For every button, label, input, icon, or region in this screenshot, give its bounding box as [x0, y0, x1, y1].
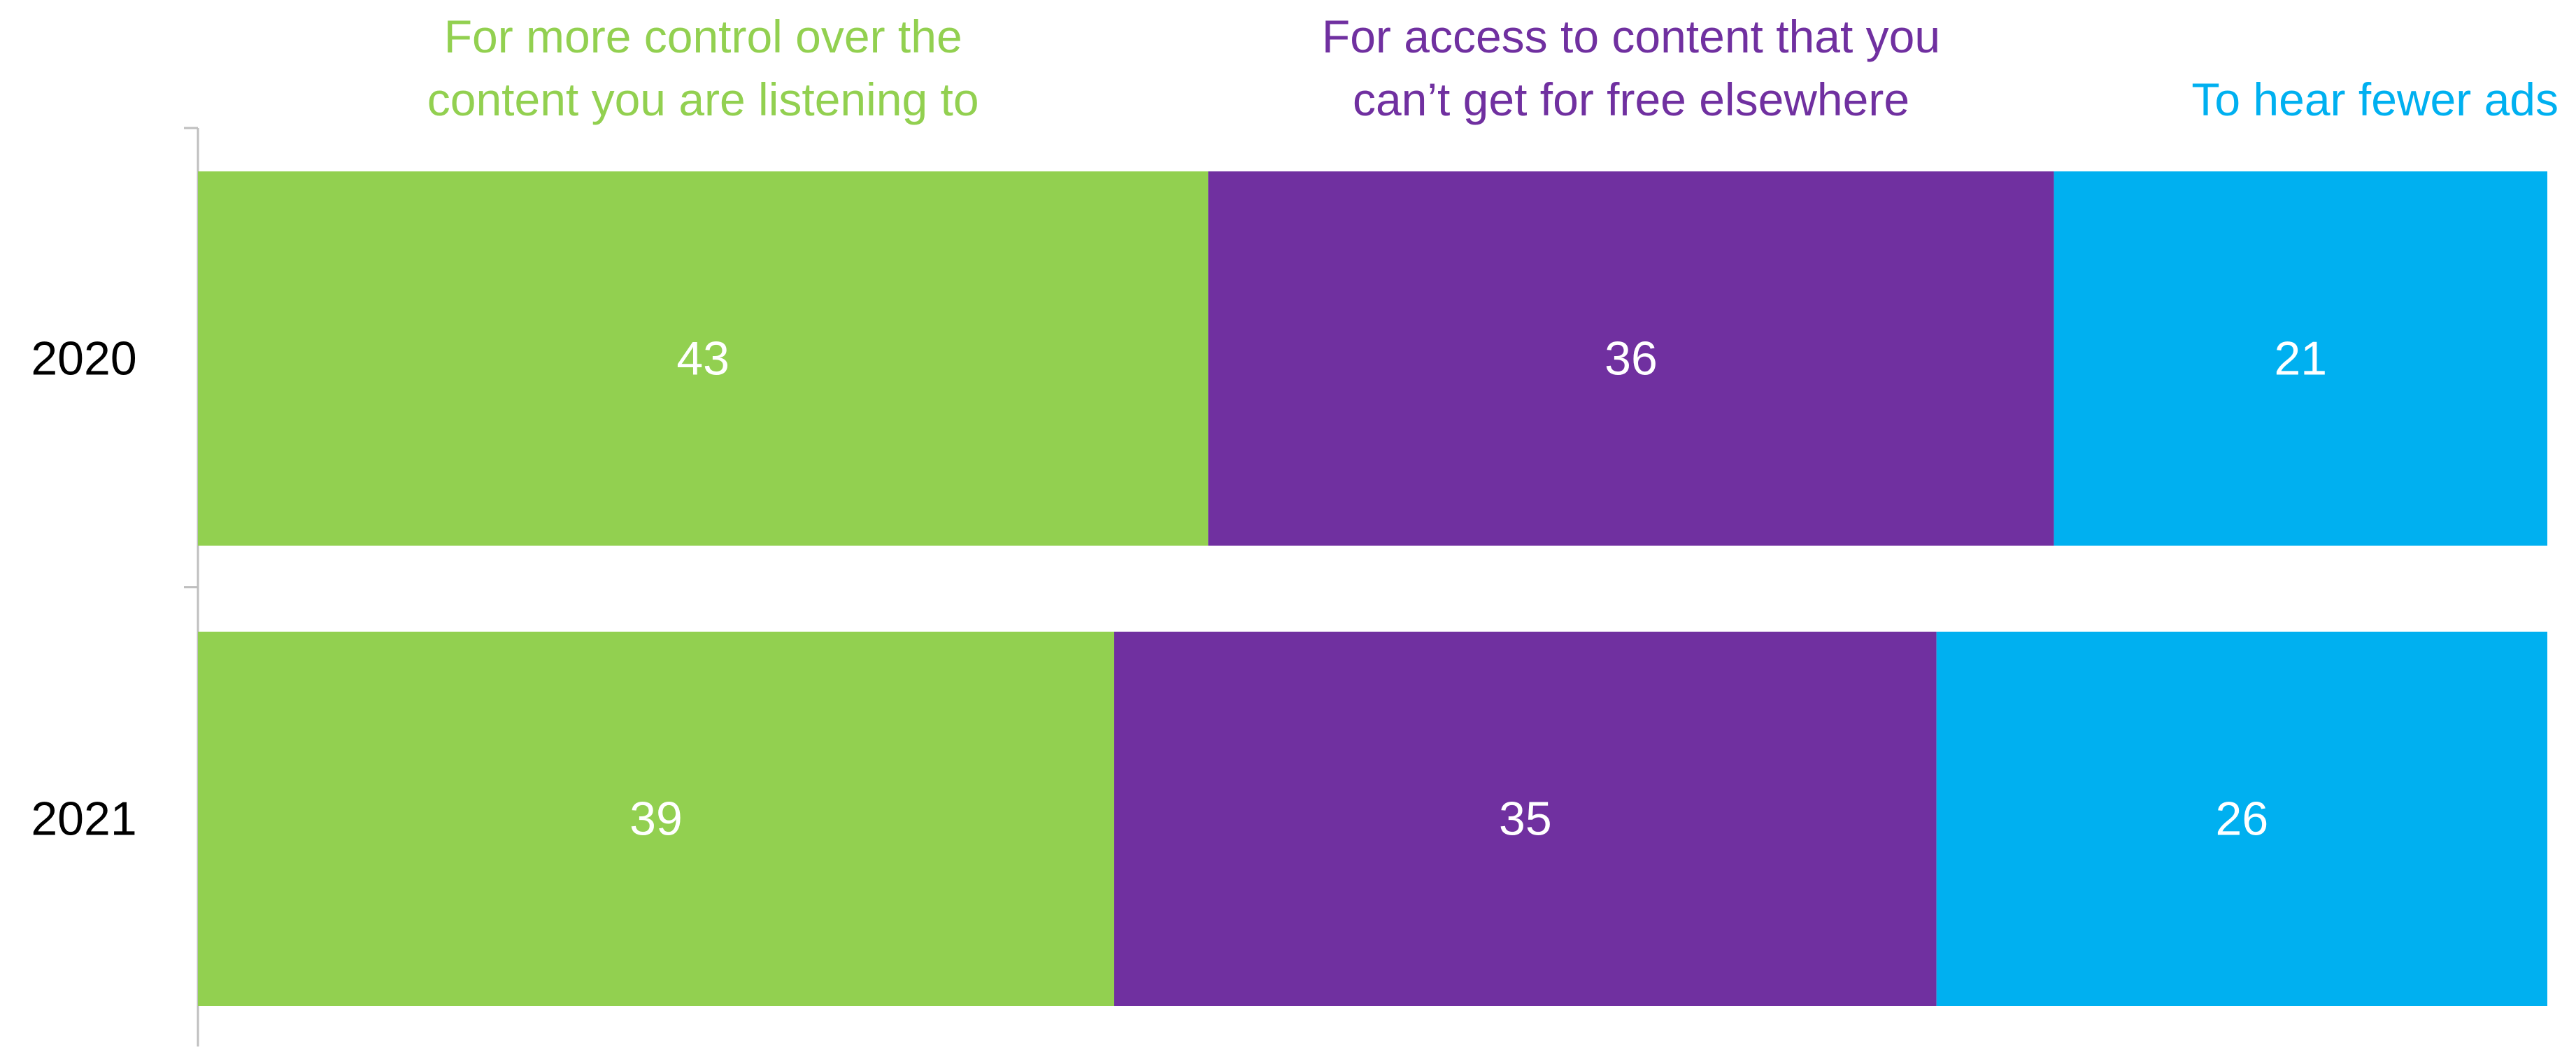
category-label: 2020 — [31, 332, 136, 385]
legend-entry: For more control over the content you are… — [427, 10, 979, 125]
data-labels: 43 36 21 39 35 26 — [629, 332, 2327, 846]
bar-segment — [198, 171, 1209, 546]
data-label: 36 — [1604, 332, 1658, 385]
bar-segment — [1208, 171, 2054, 546]
legend: For more control over the content you are… — [427, 10, 2559, 125]
legend-entry-line: can’t get for free elsewhere — [1353, 73, 1909, 125]
legend-entry: For access to content that you can’t get … — [1322, 10, 1940, 125]
category-label: 2021 — [31, 793, 136, 846]
category-axis: 2020 2021 — [31, 127, 199, 1047]
legend-entry-line: content you are listening to — [427, 73, 979, 125]
bar-segment — [1936, 632, 2547, 1006]
bar-segment — [2054, 171, 2547, 546]
data-label: 39 — [629, 793, 683, 846]
legend-entry-line: To hear fewer ads — [2191, 73, 2559, 125]
data-label: 26 — [2216, 793, 2269, 846]
data-label: 35 — [1499, 793, 1552, 846]
legend-entry: To hear fewer ads — [2191, 73, 2559, 125]
data-label: 21 — [2274, 332, 2327, 385]
legend-entry-line: For access to content that you — [1322, 10, 1940, 62]
legend-entry-line: For more control over the — [444, 10, 962, 62]
bar-segment — [198, 632, 1115, 1006]
data-label: 43 — [676, 332, 730, 385]
bar-segment — [1114, 632, 1937, 1006]
bars — [198, 171, 2547, 1006]
